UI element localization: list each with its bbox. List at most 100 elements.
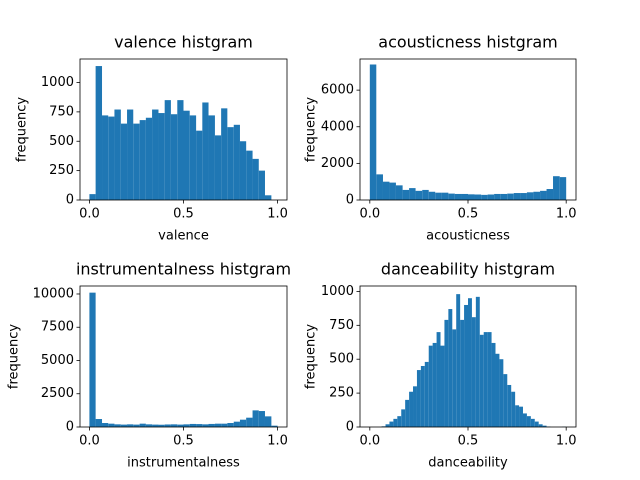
histogram-bar [428,191,436,200]
histogram-bar [170,424,178,427]
histogram-bar [526,416,531,427]
histogram-bar [461,193,468,200]
histogram-bar [385,424,390,427]
x-tick-label: 0.5 [173,207,194,222]
histogram-bar [519,406,523,427]
histogram-bar [448,193,455,200]
x-tick-label: 0.0 [359,207,380,222]
histogram-bar [120,424,128,427]
histogram-bar [487,332,492,427]
histogram-bar [395,185,403,200]
histogram-bar [376,174,383,200]
x-tick-label: 1.0 [267,434,288,449]
histogram-bar [479,334,484,427]
histogram-bar [196,424,203,427]
histogram-bar [221,423,228,427]
histogram-bar [208,423,215,427]
histogram-bar [214,423,222,427]
histogram-bar [152,109,159,200]
histogram-bar [507,384,512,427]
histogram-bar [202,424,209,427]
y-tick-label: 0 [346,193,354,208]
histogram-bar [415,190,423,200]
histogram-bar [444,319,449,427]
histogram-bar [252,410,259,427]
chart-title: instrumentalness histgram [76,260,291,279]
histogram-bar [422,189,429,200]
y-tick-label: 0 [346,420,354,435]
histogram-bar [413,386,417,427]
histogram-bar [409,391,414,427]
histogram-bar [420,365,425,427]
x-tick-label: 0.0 [359,434,380,449]
x-tick-label: 0.5 [173,434,194,449]
histogram-bar [189,423,197,427]
y-tick-label: 750 [329,318,354,333]
histogram-bar [432,342,437,427]
histogram-bar [402,189,410,200]
y-tick-label: 4000 [321,119,354,134]
histogram-bar [441,192,449,200]
histogram-bar [475,296,480,427]
histogram-bar [120,123,128,200]
x-tick-label: 0.0 [79,434,100,449]
histogram-bar [436,332,441,427]
axes-frame [79,285,288,428]
histogram-bar [546,189,554,200]
chart-title: acousticness histgram [378,33,557,52]
y-tick-label: 500 [329,352,354,367]
histogram-bar [95,66,103,200]
histogram-bar [246,417,253,427]
chart-title: valence histgram [114,33,253,52]
histogram-bar [271,425,278,427]
histogram-bar [440,345,445,427]
histogram-bar [252,158,259,200]
histogram-bar [382,181,390,200]
histogram-bar [471,317,476,427]
y-tick-label: 6000 [321,83,354,98]
histogram-bar [127,424,134,427]
y-tick-label: 0 [66,420,74,435]
histogram-bar [468,194,475,200]
histogram-bar [133,424,140,427]
histogram-bar [460,319,465,427]
histogram-bar [499,359,504,427]
y-tick-label: 500 [49,134,74,149]
histogram-bar [464,304,468,427]
histogram-bar [542,425,547,427]
y-tick-label: 10000 [33,286,74,301]
x-tick-label: 1.0 [556,207,577,222]
histogram-bar [500,193,508,200]
histogram-bar [416,370,421,427]
histogram-bar [264,195,272,200]
histogram-bar [424,361,429,427]
histogram-bar [95,419,103,427]
histogram-bar [405,399,410,427]
histogram-bar [102,423,109,427]
histogram-bar [258,170,265,200]
y-tick-label: 2500 [41,386,74,401]
histogram-bar [145,424,153,427]
histogram-bar [540,190,547,200]
histogram-bar [158,113,165,200]
histogram-bar [102,115,109,200]
histogram-bar [513,193,521,200]
histogram-bar [483,332,488,427]
y-axis-label: frequency [7,324,22,390]
histogram-bar [233,421,240,427]
histogram-bar [401,409,406,427]
y-tick-label: 5000 [41,353,74,368]
histogram-bar [108,423,115,427]
histogram-bar [89,194,96,200]
histogram-bar [227,127,234,200]
histogram-bar [233,124,240,200]
histogram-bar [127,109,134,200]
histogram-bar [507,193,514,200]
x-tick-label: 0.0 [79,207,100,222]
histogram-bar [208,115,215,200]
x-tick-label: 1.0 [556,434,577,449]
histogram-bar [533,191,541,200]
histogram-bar [177,424,184,427]
histogram-bar [448,309,453,427]
histogram-bar [158,424,165,427]
